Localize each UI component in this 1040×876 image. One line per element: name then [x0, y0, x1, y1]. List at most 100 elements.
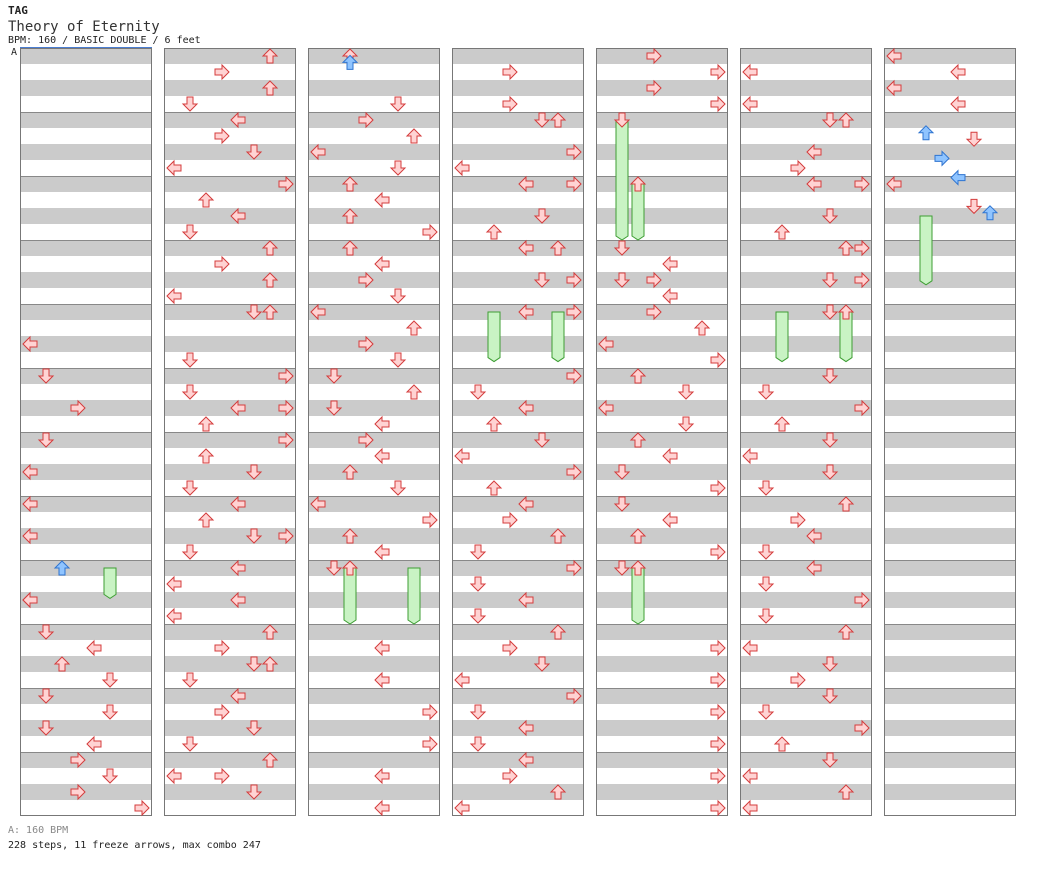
step-arrow-down — [469, 736, 487, 752]
step-arrow-left — [518, 751, 534, 769]
step-arrow-left — [950, 169, 966, 186]
step-arrow-down — [181, 480, 199, 496]
step-arrow-left — [230, 559, 246, 577]
stripe-row — [308, 336, 440, 352]
chart-tag: TAG — [8, 4, 28, 17]
step-arrow-down — [101, 768, 119, 784]
stripe-row — [884, 528, 1016, 544]
step-arrow-down — [613, 240, 631, 256]
step-arrow-down — [757, 480, 775, 496]
stripe-row — [164, 368, 296, 384]
stripe-row — [308, 80, 440, 96]
step-arrow-right — [566, 559, 582, 577]
stripe-row — [20, 304, 152, 320]
step-arrow-left — [374, 447, 390, 465]
stripe-row — [452, 112, 584, 128]
stripe-row — [20, 400, 152, 416]
step-arrow-up — [53, 656, 71, 672]
stripe-row — [740, 432, 872, 448]
step-arrow-up — [629, 560, 647, 576]
stripe-row — [452, 496, 584, 512]
step-arrow-down — [821, 688, 839, 704]
step-arrow-left — [374, 767, 390, 785]
stripe-row — [164, 176, 296, 192]
step-arrow-right — [278, 175, 294, 193]
step-arrow-up — [549, 528, 567, 544]
step-arrow-down — [181, 224, 199, 240]
step-arrow-right — [566, 143, 582, 161]
step-arrow-down — [677, 384, 695, 400]
step-arrow-right — [358, 335, 374, 353]
step-arrow-left — [886, 79, 902, 97]
freeze-arrow — [487, 311, 501, 363]
stripe-row — [740, 656, 872, 672]
step-arrow-left — [454, 671, 470, 689]
stripe-row — [740, 464, 872, 480]
stripe-row — [884, 48, 1016, 64]
step-arrow-down — [245, 720, 263, 736]
stripe-row — [452, 560, 584, 576]
step-arrow-left — [662, 255, 678, 273]
stripe-row — [884, 272, 1016, 288]
stripe-row — [596, 208, 728, 224]
stripe-row — [740, 720, 872, 736]
stripe-row — [308, 272, 440, 288]
step-arrow-down — [613, 272, 631, 288]
step-arrow-right — [790, 671, 806, 689]
stripe-row — [308, 240, 440, 256]
step-arrow-up — [261, 48, 279, 64]
step-arrow-left — [742, 799, 758, 817]
stripe-row — [164, 752, 296, 768]
step-arrow-down — [245, 784, 263, 800]
stripe-row — [884, 752, 1016, 768]
step-arrow-left — [230, 495, 246, 513]
step-arrow-right — [358, 111, 374, 129]
stripe-row — [596, 336, 728, 352]
stripe-row — [20, 752, 152, 768]
stripe-row — [740, 560, 872, 576]
step-arrow-right — [502, 95, 518, 113]
stripe-row — [740, 80, 872, 96]
stripe-row — [740, 48, 872, 64]
step-arrow-right — [422, 223, 438, 241]
stripe-row — [596, 560, 728, 576]
stripe-row — [452, 144, 584, 160]
step-arrow-up — [837, 240, 855, 256]
stripe-row — [164, 336, 296, 352]
step-arrow-down — [821, 656, 839, 672]
stripe-row — [452, 368, 584, 384]
step-arrow-right — [566, 175, 582, 193]
stripe-row — [596, 528, 728, 544]
step-arrow-down — [37, 624, 55, 640]
stripe-row — [596, 400, 728, 416]
step-arrow-down — [181, 544, 199, 560]
step-arrow-down — [533, 208, 551, 224]
chart-column-frame — [596, 48, 728, 816]
stripe-row — [884, 336, 1016, 352]
step-arrow-up — [629, 176, 647, 192]
stripe-row — [596, 144, 728, 160]
step-arrow-left — [518, 239, 534, 257]
stripe-row — [884, 144, 1016, 160]
step-arrow-left — [22, 527, 38, 545]
step-arrow-up — [341, 208, 359, 224]
step-arrow-left — [374, 799, 390, 817]
step-arrow-right — [422, 511, 438, 529]
step-arrow-down — [37, 720, 55, 736]
step-arrow-right — [214, 703, 230, 721]
step-arrow-right — [278, 527, 294, 545]
step-arrow-down — [181, 96, 199, 112]
step-arrow-up — [773, 224, 791, 240]
step-arrow-left — [662, 511, 678, 529]
stripe-row — [20, 208, 152, 224]
freeze-arrow — [615, 119, 629, 241]
step-arrow-down — [245, 464, 263, 480]
stripe-row — [20, 48, 152, 64]
stripe-row — [884, 720, 1016, 736]
step-arrow-right — [854, 399, 870, 417]
stripe-row — [740, 368, 872, 384]
stripe-row — [308, 560, 440, 576]
step-arrow-left — [454, 447, 470, 465]
step-arrow-right — [710, 543, 726, 561]
stripe-row — [596, 752, 728, 768]
